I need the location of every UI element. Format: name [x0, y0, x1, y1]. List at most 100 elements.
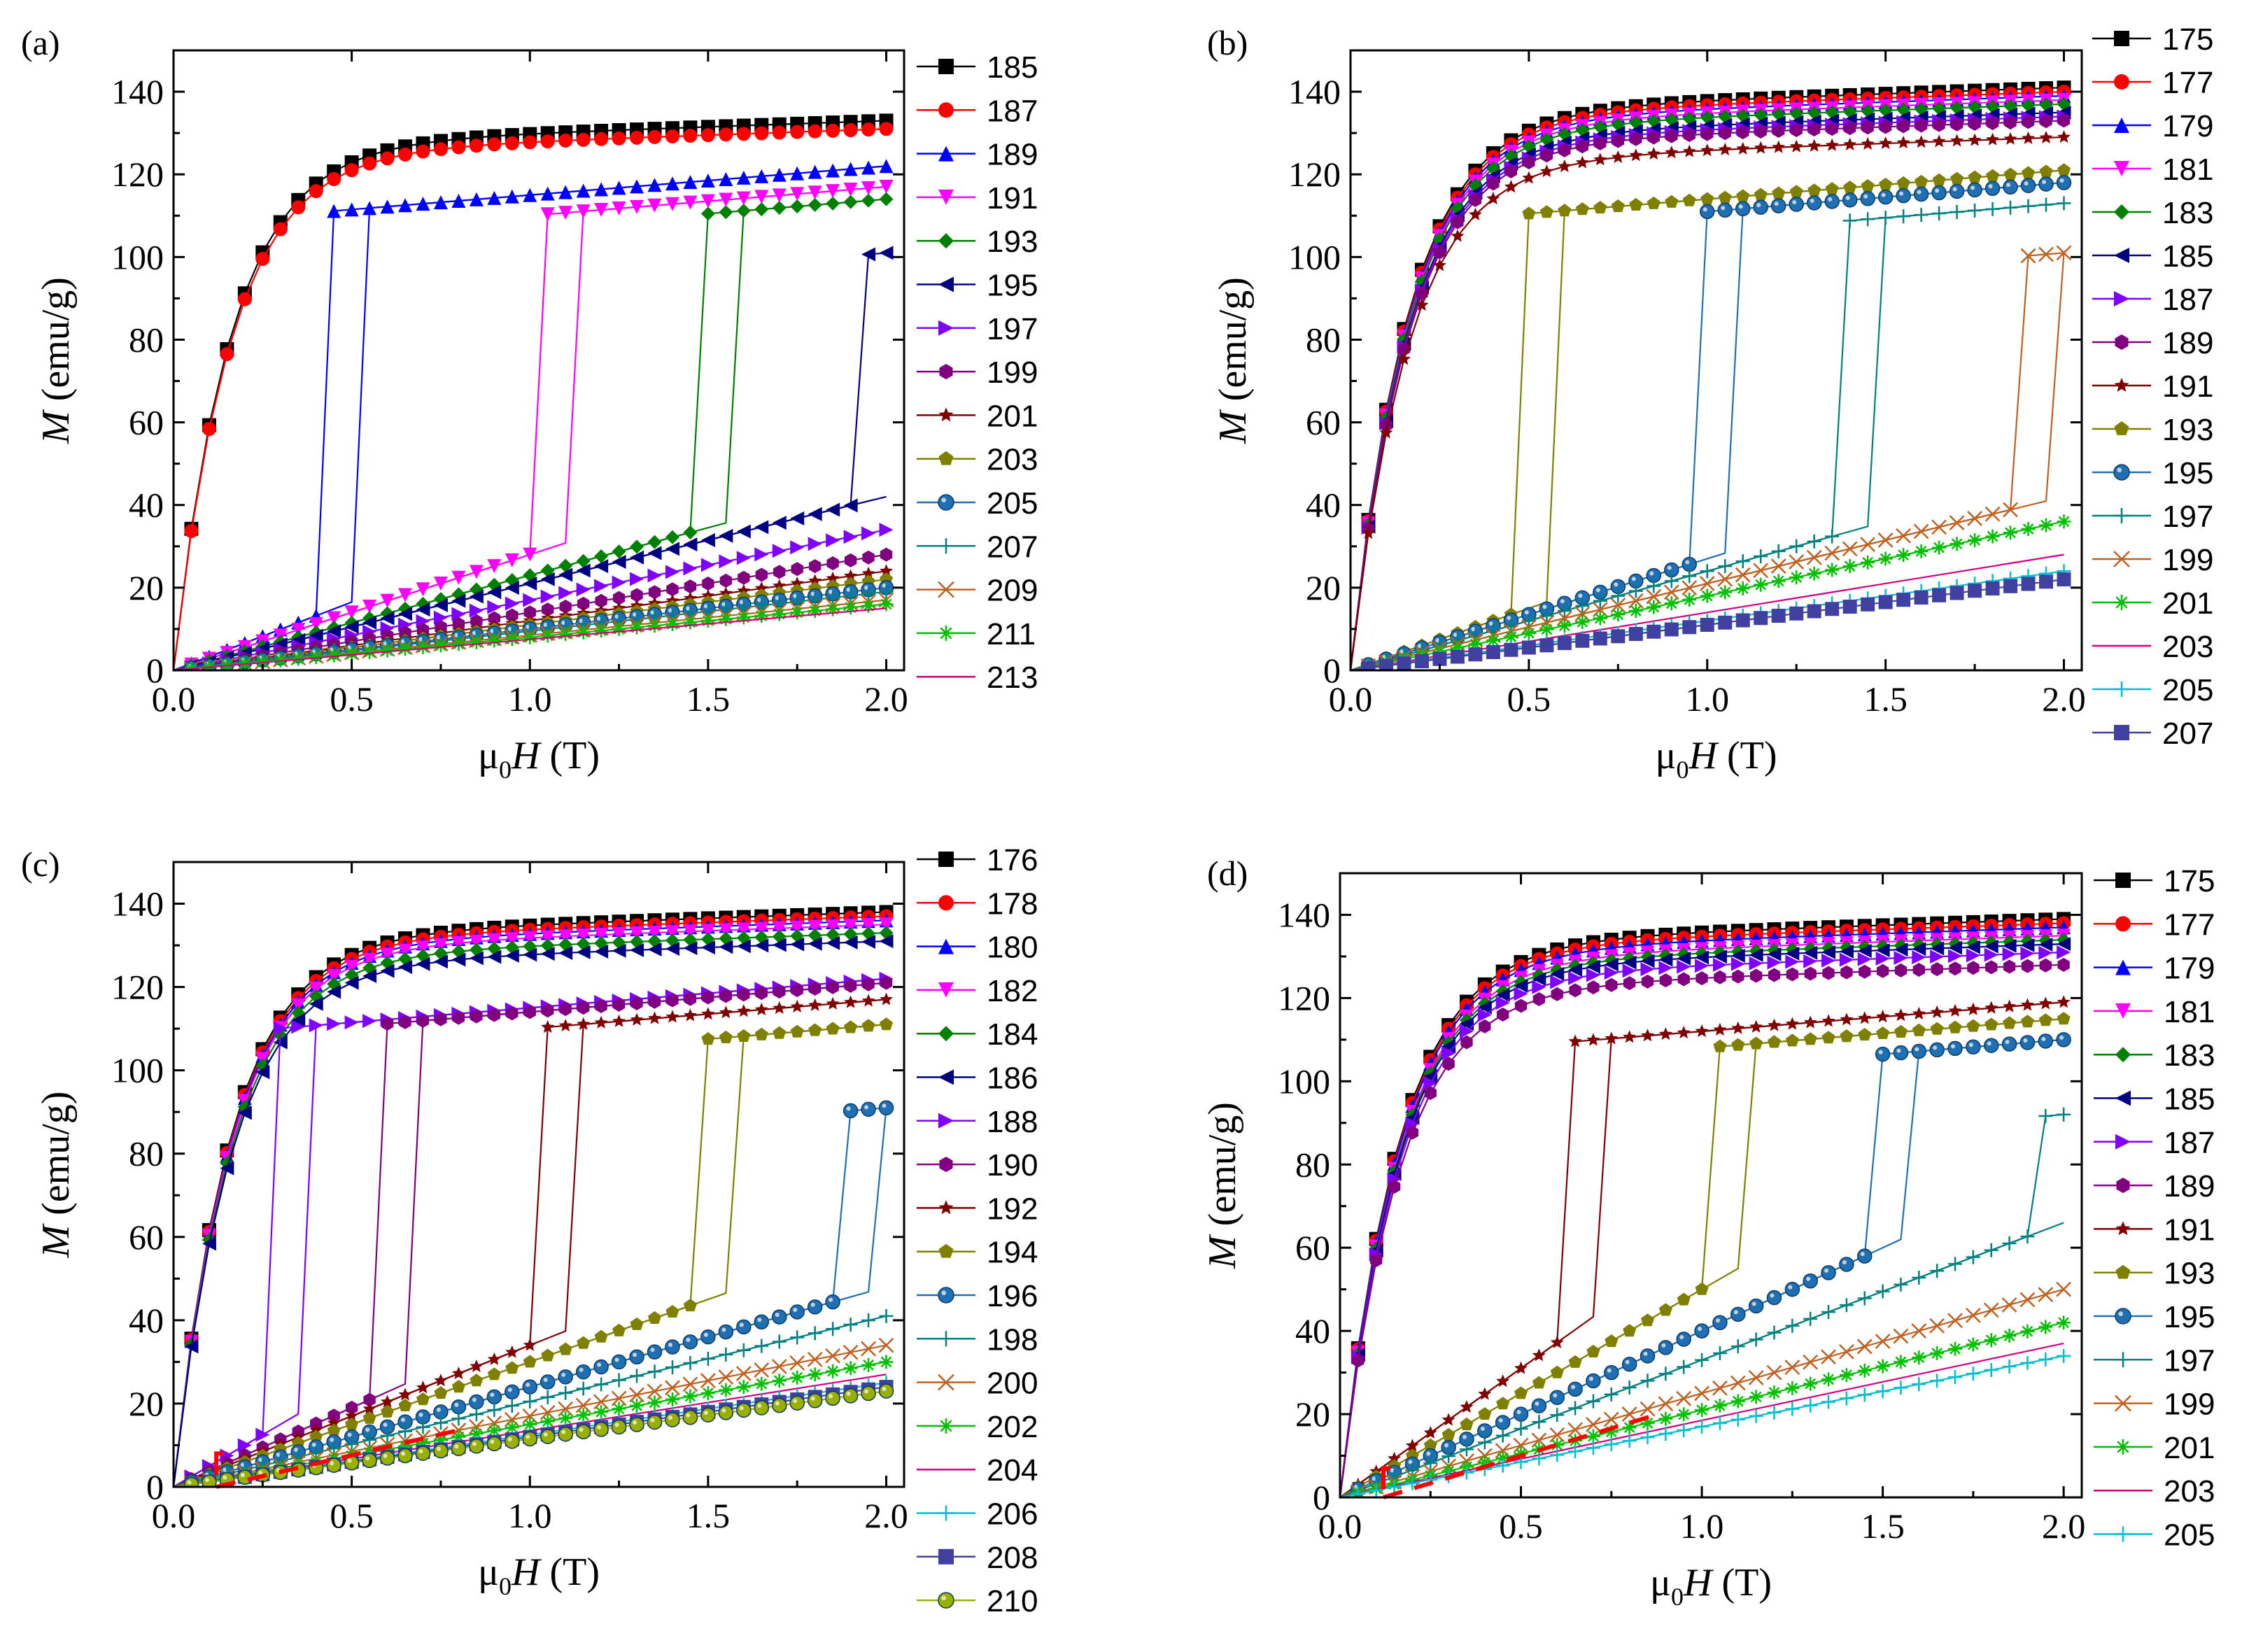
panel-a-legend-marker-209 [938, 581, 954, 598]
panel-d-xtick-label: 1.0 [1680, 1506, 1724, 1546]
panel-d-series-187-point [1894, 951, 1908, 966]
panel-b-series-191-point [1950, 134, 1964, 147]
panel-a-series-199-point [773, 565, 786, 579]
panel-c-series-182-point [843, 919, 858, 933]
panel-d-series-189-point [1822, 966, 1835, 980]
panel-a-series-197-point [630, 572, 644, 586]
panel-d-series-191-point [1441, 1413, 1455, 1426]
panel-a-series-195-point [630, 550, 644, 565]
panel-c-series-192-point [434, 1374, 448, 1387]
panel-a-series-187 [174, 122, 894, 670]
panel-c-series-198-point [487, 1403, 502, 1418]
panel-a-series-207-point [843, 588, 858, 603]
panel-b-series-193-point [1700, 192, 1714, 205]
panel-d-series-191-point [1749, 1019, 1763, 1033]
panel-b-legend-item-197: 197 [2092, 500, 2213, 534]
panel-a-legend-marker-197 [938, 320, 954, 336]
panel-b-series-197-point [1682, 569, 1697, 584]
panel-c-legend-item-178: 178 [917, 887, 1038, 921]
panel-d-series-185 [1340, 937, 2071, 1497]
panel-c-legend-marker-188 [938, 1113, 954, 1129]
panel-b-series-195-point-highlight [1810, 198, 1814, 203]
panel-d-series-195-point [1839, 1257, 1854, 1272]
panel-d-series-205-point [1930, 1374, 1945, 1388]
panel-d-series-189-point [1352, 1353, 1365, 1368]
panel-c-series-194-point [327, 1423, 341, 1436]
panel-a-ytick-label: 120 [111, 155, 164, 194]
panel-a-series-205-point-highlight [864, 585, 869, 590]
panel-c-series-196-point-highlight [347, 1432, 352, 1437]
panel-b-series-199-point [1717, 571, 1733, 587]
panel-d-series-191-point [1568, 1034, 1582, 1047]
panel-d-series-205-point [1984, 1363, 1998, 1378]
panel-a-xlabel-var: H [511, 734, 542, 777]
panel-c-series-194-point [558, 1342, 572, 1355]
panel-c-series-198-point [380, 1428, 395, 1443]
panel-d-series-191-point [1388, 1451, 1402, 1464]
panel-c-series-210-point-highlight [472, 1441, 477, 1446]
panel-a-series-187-point [808, 124, 822, 139]
panel-a-series-197-point [540, 589, 555, 604]
panel-d-series-189-point [1840, 965, 1853, 980]
panel-c-series-188-point [291, 1019, 306, 1034]
panel-a-series-197-point [576, 582, 591, 597]
panel-a-series-211-point [700, 614, 715, 628]
panel-b-series-193-point [1968, 170, 1982, 183]
panel-b-series-207-point [2003, 579, 2018, 593]
panel-c-series-196-point [611, 1354, 627, 1370]
panel-c-series-210-point-highlight [507, 1436, 512, 1441]
panel-d-series-201-point [1875, 1359, 1890, 1374]
panel-c-legend-item-208: 208 [917, 1541, 1038, 1575]
panel-c-series-194-point [381, 1404, 395, 1418]
panel-d-series-195-point-highlight [1951, 1044, 1956, 1049]
panel-d-xlabel: μ0H (T) [1650, 1561, 1772, 1611]
panel-c-xlabel-mu: μ [478, 1551, 499, 1594]
panel-b-series-201-point [1985, 529, 2000, 544]
panel-c-series-196-point [772, 1309, 787, 1325]
panel-d-series-195-point [1929, 1042, 1945, 1058]
panel-d-legend-text-193: 193 [2164, 1257, 2215, 1291]
panel-a-series-191 [174, 179, 894, 670]
panel-a-series-189-point [630, 179, 644, 194]
panel-d-xtick-label: 0.0 [1318, 1506, 1362, 1546]
panel-d-series-187-point [1767, 955, 1782, 970]
panel-c-series-210-point-highlight [810, 1396, 815, 1401]
panel-a-series-191-point [790, 187, 805, 202]
panel-d-series-191-point [1605, 1031, 1619, 1045]
panel-c-ytick-label: 140 [111, 884, 164, 924]
panel-c-series-202-point [736, 1380, 751, 1395]
panel-b-ylabel-unit: (emu/g) [1211, 277, 1255, 411]
panel-d-series-185-point [1966, 940, 1980, 954]
panel-c-series-192-point [451, 1367, 465, 1380]
panel-b-series-201-point [1735, 581, 1750, 596]
panel-b-legend-marker-195-highlight [2117, 467, 2122, 472]
panel-c-ytick-label: 100 [111, 1051, 164, 1090]
panel-a-series-187-point [790, 125, 805, 139]
panel-c-series-202-point [576, 1408, 591, 1422]
panel-c-series-210-point [505, 1434, 520, 1449]
panel-d-series-193-point [2038, 1013, 2052, 1026]
panel-c-legend-marker-182 [938, 982, 954, 998]
panel-b-series-193-point [1665, 195, 1679, 208]
panel-c-legend-text-200: 200 [987, 1367, 1038, 1401]
panel-d-legend-item-191: 191 [2094, 1213, 2215, 1247]
panel-d-series-201-point [2020, 1324, 2035, 1339]
panel-c-series-196-point-highlight [240, 1462, 245, 1467]
panel-d-series-199-point [1821, 1349, 1836, 1365]
panel-a-series-189-point [451, 194, 466, 209]
panel-a-series-205-point-highlight [882, 583, 887, 588]
panel-d-ytick-label: 0 [1313, 1478, 1330, 1517]
panel-c-legend-marker-200 [938, 1374, 954, 1391]
panel-d-series-193-point [1984, 1017, 1998, 1031]
panel-b-series-201-point [1950, 537, 1964, 551]
panel-a-series-195-point [754, 520, 769, 535]
panel-d-ytick-label: 40 [1295, 1311, 1330, 1350]
panel-d-series-197-point [1677, 1360, 1691, 1374]
panel-d-legend-text-177: 177 [2164, 908, 2215, 942]
panel-a-series-193-point [576, 553, 591, 568]
panel-b-series-189-point [1558, 143, 1571, 157]
panel-c-xtick-label: 0.5 [330, 1496, 374, 1535]
panel-c-series-196-point [878, 1100, 894, 1115]
panel-b-series-195-point-highlight [1952, 187, 1957, 192]
panel-d-series-191-point [1840, 1012, 1854, 1026]
